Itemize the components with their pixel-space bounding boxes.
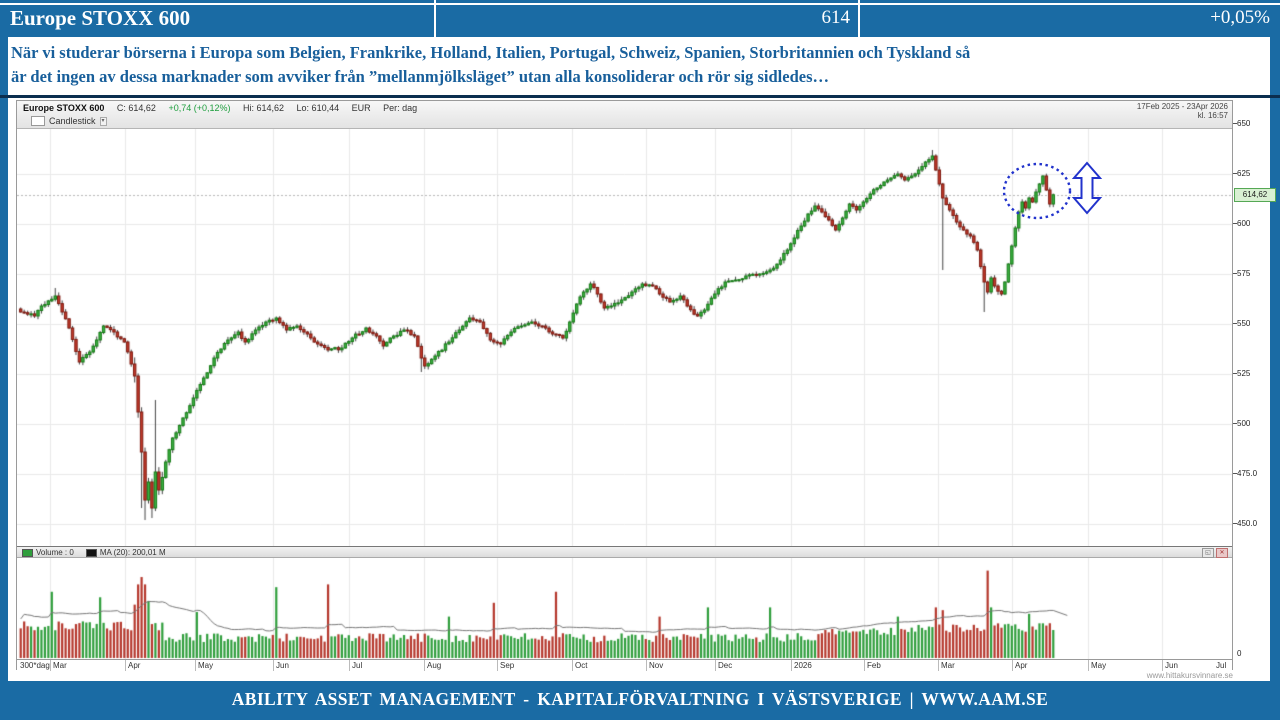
volume-header-strip: Volume : 0 MA (20): 200,01 M ◱ ✕ [17, 546, 1232, 558]
month-label: Jul [352, 661, 363, 670]
ma-swatch [85, 548, 97, 557]
month-label: Mar [941, 661, 955, 670]
month-label: Jun [1165, 661, 1178, 670]
y-tick-label: 550 [1237, 319, 1251, 328]
series-type-selector[interactable]: Candlestick ▾ [31, 116, 107, 126]
y-tick-label: 525 [1237, 369, 1251, 378]
month-label: Nov [649, 661, 664, 670]
month-separator [791, 660, 792, 671]
month-label: Feb [867, 661, 881, 670]
commentary-band: När vi studerar börserna i Europa som Be… [8, 37, 1270, 95]
y-tick [1233, 373, 1237, 374]
y-axis: 650 625 600 575 550 525 500 475.0 450.0 [1233, 98, 1270, 681]
y-tick-label: 575 [1237, 269, 1251, 278]
date-range: 17Feb 2025 - 23Apr 2026 [1136, 102, 1228, 111]
commentary-line-1: När vi studerar börserna i Europa som Be… [11, 43, 971, 62]
timestamp: kl. 16:57 [1197, 111, 1228, 120]
index-header-bar: Europe STOXX 600 614 +0,05% [0, 0, 1280, 37]
y-tick-label: 475.0 [1237, 469, 1258, 478]
commentary-line-2: är det ingen av dessa marknader som avvi… [11, 67, 829, 86]
x-axis: 300*dag Mar Apr May Jun Jul Aug Sep Oct Nov Dec 20… [17, 659, 1232, 671]
chart-widget: Europe STOXX 600 C: 614,62 +0,74 (+0,12%… [8, 98, 1276, 681]
y-tick [1233, 423, 1237, 424]
header-divider-1 [434, 0, 436, 37]
legend-period: Per: dag [383, 103, 418, 113]
y-tick [1233, 323, 1237, 324]
date-range-block: 17Feb 2025 - 23Apr 2026 kl. 16:57 [1137, 102, 1228, 120]
month-label: May [1091, 661, 1107, 670]
month-label: May [198, 661, 214, 670]
series-type-label[interactable]: Candlestick [49, 116, 96, 126]
month-label: Dec [718, 661, 733, 670]
close-icon[interactable]: ✕ [1216, 548, 1228, 558]
series-type-swatch[interactable] [31, 116, 45, 126]
header-top-line [0, 3, 1280, 5]
header-divider-2 [858, 0, 860, 37]
volume-legend: Volume : 0 MA (20): 200,01 M [22, 548, 178, 557]
month-separator [424, 660, 425, 671]
volume-swatch [22, 548, 33, 557]
month-separator [50, 660, 51, 671]
legend-high: Hi: 614,62 [243, 103, 285, 113]
month-label: Jul [1216, 661, 1227, 670]
y-tick [1233, 473, 1237, 474]
y-tick [1233, 523, 1237, 524]
last-price-badge: 614,62 [1234, 188, 1276, 202]
footer-text: ABILITY ASSET MANAGEMENT - KAPITALFÖRVAL… [231, 689, 1049, 709]
month-label: Mar [53, 661, 67, 670]
volume-label: Volume : 0 [36, 548, 74, 557]
month-separator [1162, 660, 1163, 671]
legend-currency: EUR [351, 103, 371, 113]
popout-icon[interactable]: ◱ [1202, 548, 1214, 558]
legend-low: Lo: 610,44 [296, 103, 340, 113]
month-separator [864, 660, 865, 671]
legend-symbol: Europe STOXX 600 [23, 103, 105, 113]
month-label: Aug [427, 661, 442, 670]
y-tick-label: 625 [1237, 169, 1251, 178]
month-separator [497, 660, 498, 671]
divider-rule [0, 95, 1280, 98]
price-pane-canvas [17, 129, 1232, 546]
month-label: Apr [128, 661, 141, 670]
y-tick [1233, 273, 1237, 274]
month-separator [715, 660, 716, 671]
volume-axis-zero: 0 [1237, 649, 1242, 658]
legend-change: +0,74 (+0,12%) [168, 103, 231, 113]
volume-pane-canvas [17, 558, 1232, 659]
index-title: Europe STOXX 600 [10, 6, 191, 30]
footer-bar: ABILITY ASSET MANAGEMENT - KAPITALFÖRVAL… [0, 681, 1280, 720]
y-tick [1233, 223, 1237, 224]
month-separator [195, 660, 196, 671]
month-label: Apr [1015, 661, 1028, 670]
y-tick [1233, 123, 1237, 124]
chart-frame: Europe STOXX 600 C: 614,62 +0,74 (+0,12%… [16, 100, 1233, 671]
volume-ma-label: MA (20): 200,01 M [99, 548, 166, 557]
month-label: Sep [500, 661, 515, 670]
month-separator [1012, 660, 1013, 671]
month-separator [572, 660, 573, 671]
price-legend: Europe STOXX 600 C: 614,62 +0,74 (+0,12%… [23, 103, 427, 113]
month-separator [273, 660, 274, 671]
index-value: 614 [821, 7, 851, 28]
legend-close: C: 614,62 [116, 103, 156, 113]
watermark-link[interactable]: www.hittakursvinnare.se [1146, 671, 1233, 680]
x-axis-period-label: 300*dag [20, 661, 50, 670]
chart-header-strip: Europe STOXX 600 C: 614,62 +0,74 (+0,12%… [17, 101, 1232, 129]
month-label: 2026 [794, 661, 812, 670]
index-change-percent: +0,05% [1210, 7, 1270, 28]
month-separator [349, 660, 350, 671]
month-separator [646, 660, 647, 671]
month-label: Jun [276, 661, 289, 670]
chevron-down-icon[interactable]: ▾ [99, 116, 107, 126]
y-tick-label: 500 [1237, 419, 1251, 428]
month-separator [938, 660, 939, 671]
month-label: Oct [575, 661, 588, 670]
y-tick-label: 650 [1237, 119, 1251, 128]
y-tick-label: 600 [1237, 219, 1251, 228]
month-separator [125, 660, 126, 671]
y-tick [1233, 173, 1237, 174]
month-separator [1088, 660, 1089, 671]
y-tick-label: 450.0 [1237, 519, 1258, 528]
